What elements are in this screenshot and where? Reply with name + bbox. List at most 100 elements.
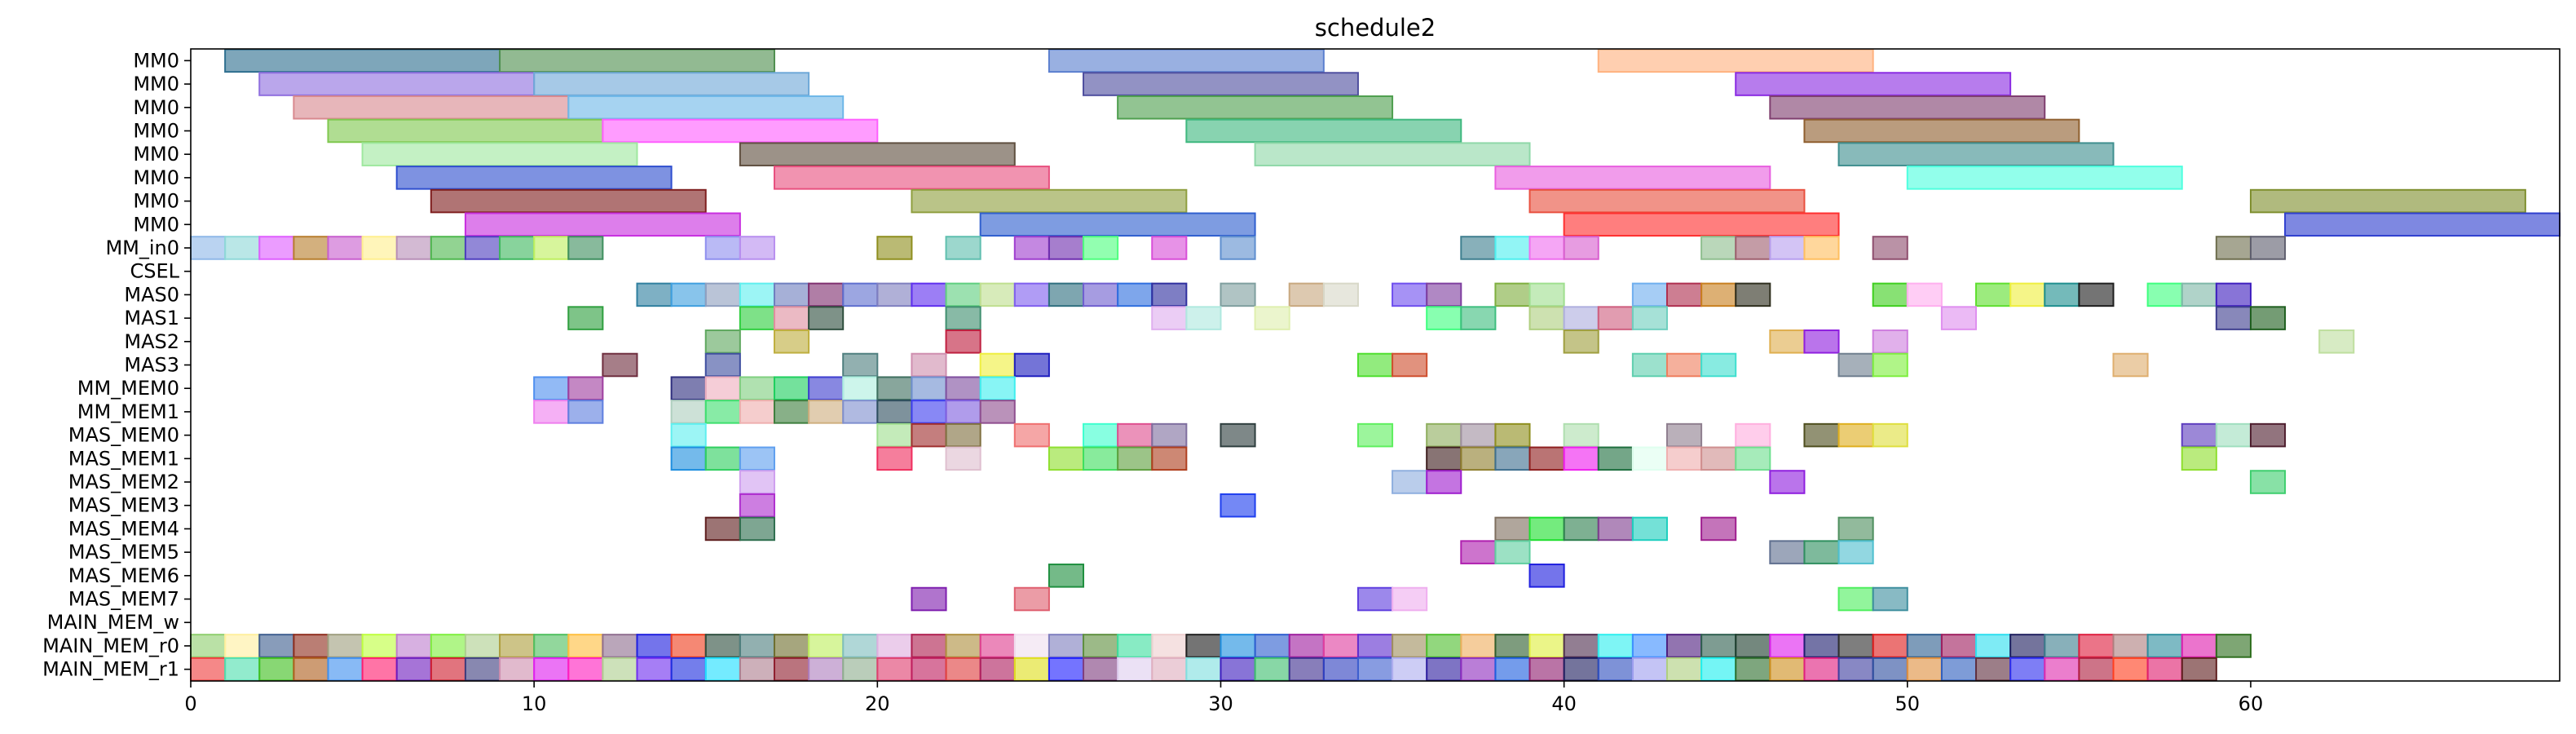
task-bar [602, 634, 638, 658]
task-bar [1356, 586, 1394, 612]
task-bar [1220, 657, 1256, 682]
task-bar [1975, 634, 2012, 658]
task-bar [1837, 516, 1874, 542]
task-bar [1872, 352, 1908, 378]
task-bar [1803, 634, 1840, 658]
task-bar [739, 376, 775, 400]
task-bar [1048, 564, 1085, 588]
task-bar [224, 634, 261, 658]
task-bar [2181, 634, 2217, 658]
task-bar [911, 188, 1188, 214]
task-bar [430, 657, 466, 682]
task-bar [1117, 95, 1394, 120]
task-bar [1769, 236, 1806, 260]
task-bar [979, 282, 1016, 307]
task-bar [293, 236, 329, 260]
task-bar [190, 657, 227, 682]
task-bar [1837, 352, 1874, 378]
task-bar [911, 282, 947, 307]
task-bar [773, 400, 810, 424]
task-bar [1151, 282, 1188, 307]
task-bar [739, 282, 775, 307]
task-bar [1220, 422, 1256, 448]
task-bar [567, 236, 604, 260]
y-tick-label: MM0 [133, 49, 179, 72]
task-bar [1117, 446, 1153, 471]
task-bar [1254, 634, 1290, 658]
task-bar [1013, 282, 1050, 307]
task-bar [1803, 422, 1840, 448]
task-bar [1700, 352, 1737, 378]
task-bar [1803, 657, 1840, 682]
y-tick-label: MAS_MEM6 [68, 564, 179, 587]
task-bar [1254, 306, 1290, 330]
task-bar [464, 634, 501, 658]
task-bar [1665, 634, 1703, 658]
task-bar [1494, 634, 1531, 658]
task-bar [499, 634, 536, 658]
task-bar [293, 634, 329, 658]
task-bar [1803, 118, 2080, 144]
task-bar [1563, 236, 1599, 260]
task-bar [2249, 422, 2287, 448]
task-bar [430, 188, 707, 214]
task-bar [1563, 306, 1599, 330]
x-tick-label: 20 [865, 692, 890, 715]
task-bar [258, 657, 295, 682]
task-bar [704, 516, 741, 542]
y-tick-label: MM_in0 [105, 237, 179, 259]
task-bar [945, 422, 981, 448]
task-bar [327, 236, 364, 260]
task-bar [2078, 282, 2115, 307]
task-bar [1426, 446, 1462, 471]
task-bar [567, 400, 604, 424]
task-bar [1735, 657, 1771, 682]
task-bar [1597, 634, 1634, 658]
task-bar [1700, 236, 1737, 260]
task-bar [1872, 586, 1908, 612]
x-tick-label: 30 [1208, 692, 1233, 715]
y-tick-label: MM0 [133, 143, 179, 166]
task-bar [2112, 657, 2149, 682]
task-bar [1528, 634, 1565, 658]
task-bar [327, 118, 604, 144]
task-bar [1563, 657, 1599, 682]
task-bar [1013, 586, 1050, 612]
task-bar [1356, 634, 1394, 658]
task-bar [1665, 352, 1703, 378]
task-bar [1494, 516, 1531, 542]
task-bar [2215, 422, 2252, 448]
task-bar [979, 376, 1016, 400]
task-bar [911, 586, 947, 612]
task-bar [1906, 166, 2183, 190]
task-bar [739, 657, 775, 682]
task-bar [258, 236, 295, 260]
task-bar [1872, 236, 1908, 260]
task-bar [1013, 236, 1050, 260]
task-bar [2078, 657, 2115, 682]
task-bar [704, 282, 741, 307]
task-bar [1426, 657, 1462, 682]
task-bar [876, 446, 913, 471]
y-tick-label: MAIN_MEM_r0 [42, 635, 179, 657]
task-bar [1220, 634, 1256, 658]
y-tick-label: MAIN_MEM_w [47, 611, 179, 634]
task-bar [533, 400, 570, 424]
task-bar [1563, 446, 1599, 471]
task-bar [1013, 422, 1050, 448]
task-bar [1426, 306, 1462, 330]
task-bar [876, 400, 913, 424]
task-bar [1494, 657, 1531, 682]
task-bar [911, 422, 947, 448]
task-bar [704, 329, 741, 354]
task-bar [1460, 540, 1497, 564]
task-bar [1013, 634, 1050, 658]
task-bar [808, 282, 845, 307]
task-bar [1151, 657, 1188, 682]
task-bar [739, 516, 775, 542]
task-bar [1528, 306, 1565, 330]
task-bar [533, 376, 570, 400]
task-bar [1083, 634, 1119, 658]
task-bar [808, 376, 845, 400]
task-bar [1426, 470, 1462, 494]
